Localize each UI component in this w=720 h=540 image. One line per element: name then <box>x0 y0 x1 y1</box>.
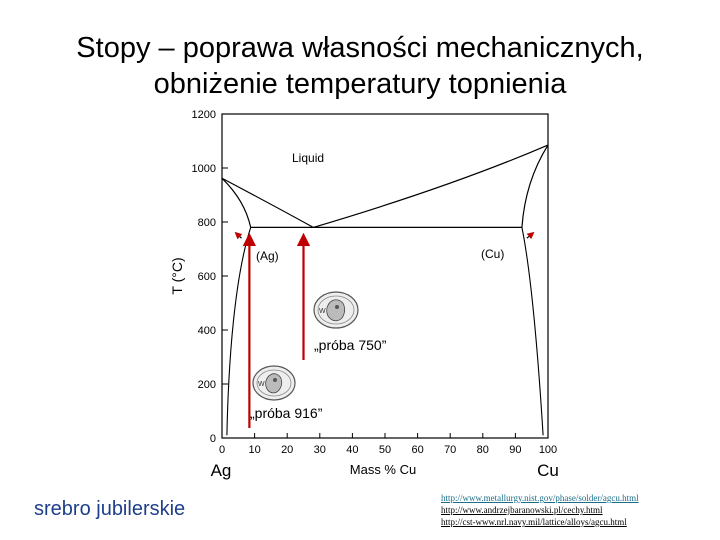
source-link-baranowski[interactable]: http://www.andrzejbaranowski.pl/cechy.ht… <box>441 505 603 515</box>
x-left-element: Ag <box>211 461 232 480</box>
x-tick-label: 50 <box>379 444 391 456</box>
slide-title: Stopy – poprawa własności mechanicznych,… <box>0 30 720 102</box>
x-tick-label: 90 <box>509 444 521 456</box>
source-link-nrl[interactable]: http://cst-www.nrl.navy.mil/lattice/allo… <box>441 517 627 527</box>
coin-hallmark-icon: W <box>252 365 296 401</box>
x-tick-label: 20 <box>281 444 293 456</box>
x-tick-label: 40 <box>346 444 358 456</box>
x-tick-label: 0 <box>219 444 225 456</box>
liquidus-line <box>221 144 549 229</box>
phase-boundaries <box>221 144 549 436</box>
svg-text:W: W <box>258 381 265 388</box>
solidus-ag-line <box>221 177 252 228</box>
y-tick-label: 0 <box>210 433 216 445</box>
x-tick-label: 70 <box>444 444 456 456</box>
x-tick-label: 60 <box>411 444 423 456</box>
axis-ticks: 0 200 400 600 800 1000 1200 0 10 20 30 40 50 60 70 80 90… <box>192 109 558 456</box>
caption-silver-jewelry: srebro jubilerskie <box>34 498 186 520</box>
solvus-cu-line <box>521 227 544 436</box>
x-tick-label: 100 <box>539 444 557 456</box>
probe-750-label: „próba 750” <box>314 337 387 353</box>
x-tick-label: 10 <box>248 444 260 456</box>
boundary-arrow-cu <box>526 231 535 240</box>
x-tick-label: 80 <box>477 444 489 456</box>
svg-text:W: W <box>319 308 326 315</box>
y-tick-label: 1000 <box>192 163 216 175</box>
title-line-1: Stopy – poprawa własności mechanicznych, <box>76 32 644 64</box>
x-axis-label: Mass % Cu <box>350 462 416 477</box>
y-axis-label: T (°C) <box>169 257 185 294</box>
y-tick-label: 400 <box>198 325 216 337</box>
coin-hallmark-icon: W <box>313 291 359 329</box>
region-cu-label: (Cu) <box>481 247 504 261</box>
x-right-element: Cu <box>537 461 559 480</box>
solvus-ag-line <box>226 227 252 436</box>
y-tick-label: 200 <box>198 379 216 391</box>
region-liquid-label: Liquid <box>292 151 324 165</box>
boundary-arrow-ag <box>234 231 243 240</box>
solidus-cu-line <box>521 144 549 228</box>
region-ag-label: (Ag) <box>256 249 279 263</box>
y-tick-label: 1200 <box>192 109 216 121</box>
probe-916-label: „próba 916” <box>250 405 323 421</box>
title-line-2: obniżenie temperatury topnienia <box>153 68 567 100</box>
probe-arrows <box>242 232 311 428</box>
y-tick-label: 800 <box>198 217 216 229</box>
source-links: http://www.metallurgy.nist.gov/phase/sol… <box>441 492 639 528</box>
y-tick-label: 600 <box>198 271 216 283</box>
source-link-nist[interactable]: http://www.metallurgy.nist.gov/phase/sol… <box>441 493 639 503</box>
x-tick-label: 30 <box>314 444 326 456</box>
